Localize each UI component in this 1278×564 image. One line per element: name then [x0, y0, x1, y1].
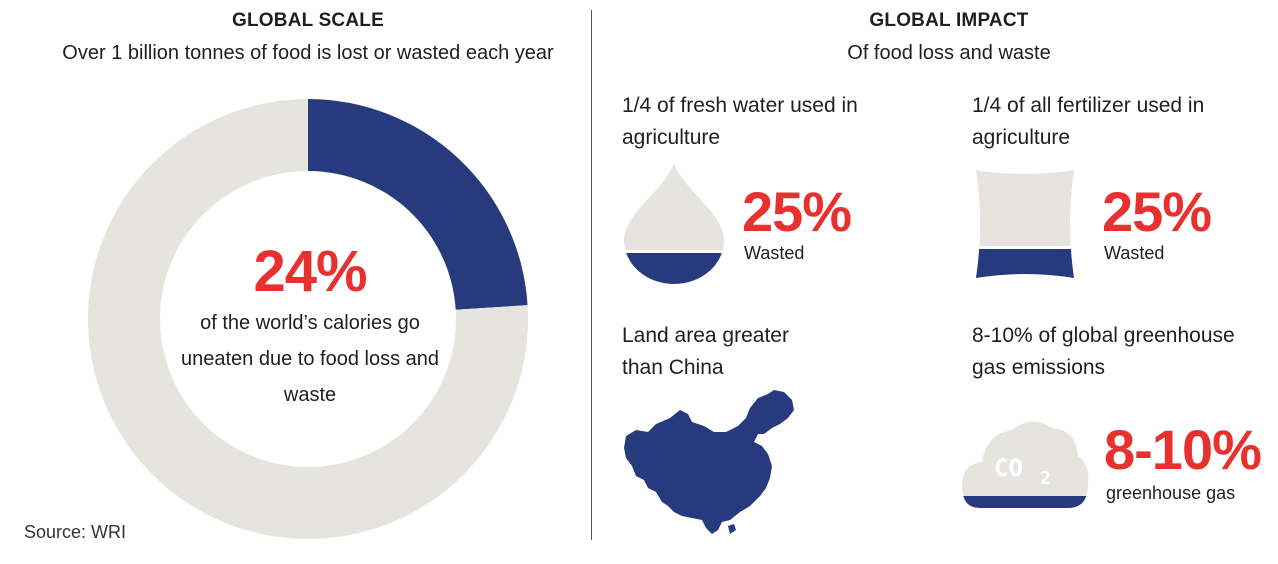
- emissions-value: 8-10%: [1104, 418, 1262, 481]
- emissions-label: 8-10% of global greenhouse gas emissions: [972, 324, 1235, 379]
- fertilizer-bag-icon: [976, 170, 1074, 278]
- fertilizer-label: 1/4 of all fertilizer used in agricultur…: [972, 94, 1205, 149]
- source-note: Source: WRI: [24, 522, 127, 542]
- china-map-icon: [624, 390, 794, 534]
- right-subtitle: Of food loss and waste: [847, 42, 1051, 64]
- land-label: Land area greater than China: [622, 324, 789, 379]
- water-drop-icon: [624, 164, 724, 284]
- fertilizer-caption: Wasted: [1104, 243, 1165, 263]
- right-title: GLOBAL IMPACT: [869, 10, 1029, 31]
- water-label: 1/4 of fresh water used in agriculture: [622, 94, 858, 149]
- water-value: 25%: [742, 180, 852, 243]
- donut-chart: [87, 99, 528, 539]
- donut-slice-1: [87, 99, 528, 539]
- panel-divider: [591, 10, 592, 540]
- co2-cloud-icon: CO 2: [962, 421, 1089, 508]
- fertilizer-value: 25%: [1102, 180, 1212, 243]
- cloud-co-text: CO: [994, 454, 1023, 482]
- left-subtitle: Over 1 billion tonnes of food is lost or…: [62, 42, 554, 64]
- donut-slice-0: [308, 99, 528, 310]
- left-title: GLOBAL SCALE: [232, 10, 384, 31]
- cloud-sub-text: 2: [1040, 468, 1051, 489]
- donut-center-value: 24%: [253, 239, 367, 304]
- water-caption: Wasted: [744, 243, 805, 263]
- donut-center-text: of the world’s calories go uneaten due t…: [181, 312, 439, 406]
- emissions-caption: greenhouse gas: [1106, 483, 1236, 503]
